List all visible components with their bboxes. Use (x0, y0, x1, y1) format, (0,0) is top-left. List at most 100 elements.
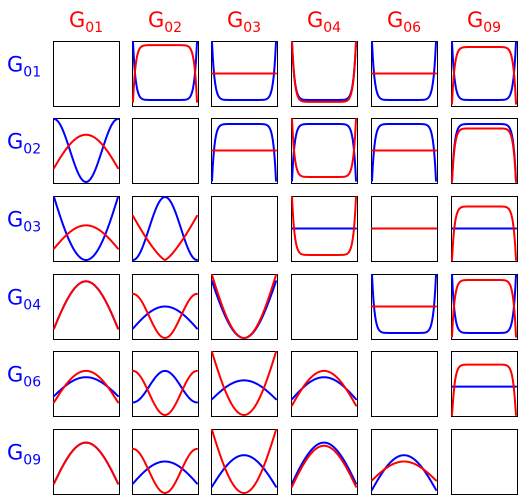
row-label-6-sub: 09 (23, 453, 41, 469)
red-curve (291, 444, 357, 488)
panel-r1-c2 (132, 41, 199, 107)
blue-curve (371, 274, 437, 334)
column-label-3-sub: 03 (243, 20, 261, 36)
row-label-1: G01 (7, 53, 41, 81)
panel-frame (451, 351, 518, 417)
row-label-5: G06 (7, 363, 41, 391)
column-label-6: G09 (467, 8, 501, 36)
row-label-1-main: G (7, 53, 23, 77)
panel-r3-c5 (371, 196, 438, 262)
red-curve (132, 369, 198, 416)
panel-r4-c4 (291, 274, 358, 340)
panel-r5-c1 (53, 351, 120, 417)
row-label-4-sub: 04 (23, 298, 41, 314)
row-label-2-sub: 02 (23, 142, 41, 158)
red-curve (53, 133, 119, 170)
column-label-3: G03 (227, 8, 261, 36)
panel-r2-c6 (451, 118, 518, 184)
blue-curve (132, 460, 198, 485)
red-curve (211, 274, 277, 339)
column-label-5-sub: 06 (403, 20, 421, 36)
red-curve (451, 46, 517, 105)
panel-r6-c5 (371, 429, 438, 495)
red-curve (132, 292, 198, 339)
blue-curve (371, 41, 437, 101)
panel-r1-c6 (451, 41, 518, 107)
row-label-3: G03 (7, 208, 41, 236)
red-curve (53, 280, 119, 330)
row-label-5-sub: 06 (23, 375, 41, 391)
red-curve (211, 429, 277, 494)
column-label-5-main: G (387, 8, 403, 32)
panel-r3-c2 (132, 196, 199, 262)
column-label-2: G02 (148, 8, 182, 36)
blue-curve (132, 41, 198, 101)
panel-frame (211, 196, 278, 262)
panel-r5-c4 (291, 351, 358, 417)
panel-r1-c5 (371, 41, 438, 107)
blue-curve (211, 379, 277, 401)
panel-r4-c1 (53, 274, 120, 340)
red-curve (132, 214, 198, 261)
panel-frame (132, 118, 199, 184)
column-label-4-main: G (307, 8, 323, 32)
panel-frame (211, 429, 278, 495)
blue-curve (53, 118, 119, 183)
red-curve (451, 205, 517, 261)
red-curve (53, 441, 119, 485)
panel-r6-c2 (132, 429, 199, 495)
blue-curve (53, 196, 119, 261)
panel-r3-c3 (211, 196, 278, 262)
row-label-6-main: G (7, 441, 23, 465)
row-label-1-sub: 01 (23, 65, 41, 81)
panel-frame (132, 196, 199, 262)
column-label-4: G04 (307, 8, 341, 36)
column-label-2-main: G (148, 8, 164, 32)
red-curve (451, 127, 517, 183)
blue-curve (132, 305, 198, 330)
red-curve (291, 118, 357, 178)
red-curve (211, 351, 277, 416)
panel-r6-c1 (53, 429, 120, 495)
panel-frame (291, 351, 358, 417)
row-label-3-main: G (7, 208, 23, 232)
blue-curve (371, 454, 437, 491)
panel-frame (451, 274, 518, 340)
panel-r1-c1 (53, 41, 120, 107)
column-label-6-sub: 09 (483, 20, 501, 36)
red-curve (291, 41, 357, 103)
panel-frame (291, 118, 358, 184)
panel-r2-c5 (371, 118, 438, 184)
column-label-1-sub: 01 (85, 20, 103, 36)
panel-r2-c4 (291, 118, 358, 184)
column-label-5: G06 (387, 8, 421, 36)
blue-curve (132, 369, 198, 404)
red-curve (371, 460, 437, 482)
row-label-2-main: G (7, 130, 23, 154)
blue-curve (371, 123, 437, 182)
red-curve (132, 447, 198, 494)
panel-frame (291, 429, 358, 495)
blue-curve (451, 41, 517, 101)
panel-r4-c5 (371, 274, 438, 340)
panel-r5-c2 (132, 351, 199, 417)
red-curve (53, 224, 119, 250)
row-label-2: G02 (7, 130, 41, 158)
panel-frame (53, 196, 120, 262)
red-curve (451, 363, 517, 416)
panel-frame (371, 351, 438, 417)
panel-r3-c4 (291, 196, 358, 262)
panel-grid (53, 41, 518, 495)
panel-r4-c3 (211, 274, 278, 340)
blue-curve (451, 123, 517, 182)
panel-frame (53, 41, 120, 107)
blue-curve (291, 123, 357, 182)
panel-r6-c4 (291, 429, 358, 495)
panel-frame (132, 41, 199, 107)
column-label-1-main: G (69, 8, 85, 32)
panel-frame (291, 274, 358, 340)
red-curve (291, 196, 357, 256)
column-label-3-main: G (227, 8, 243, 32)
